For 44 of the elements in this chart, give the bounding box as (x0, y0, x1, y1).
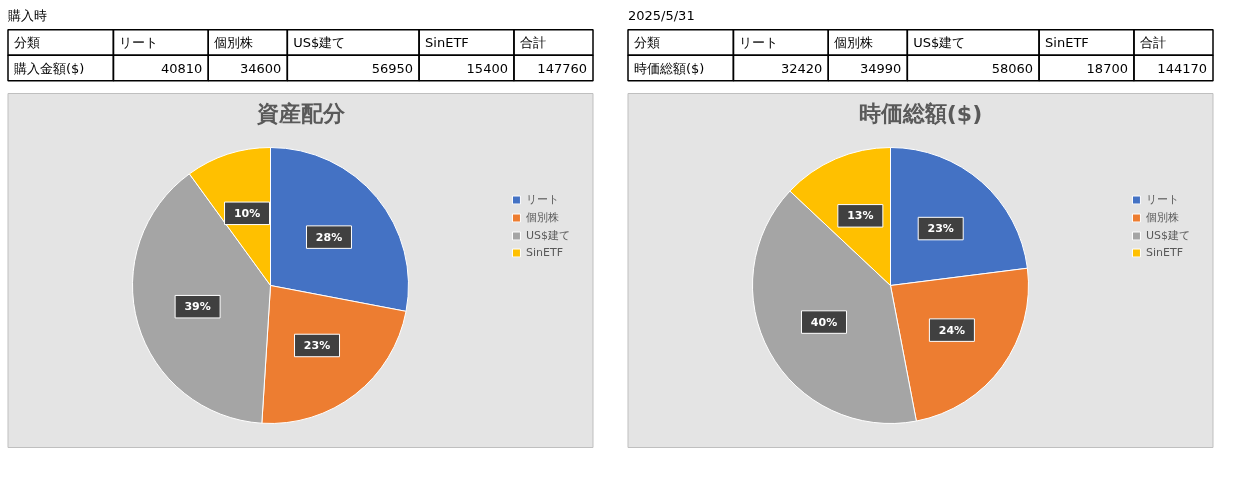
text: 147760 (537, 60, 588, 76)
text: US$建て (913, 35, 966, 50)
text: SinETF (425, 35, 469, 50)
data-label: 24% (938, 323, 966, 337)
legend-label: リート (1145, 191, 1179, 207)
data-label: 23% (927, 222, 954, 236)
legend-label: リート (525, 191, 559, 207)
text: 購入金額($) (14, 60, 85, 76)
data-label: 23% (303, 338, 331, 352)
text: US$建て (293, 35, 346, 50)
text: 18700 (1086, 60, 1128, 76)
chart-title: 資産配分 (255, 100, 346, 126)
data-label: 40% (810, 315, 838, 329)
legend-label: SinETF (525, 245, 563, 259)
text: 時価総額($) (634, 60, 705, 76)
legend-label: 個別株 (525, 209, 559, 225)
text: 個別株 (834, 35, 874, 50)
data-label: 13% (847, 209, 874, 223)
text: リート (119, 35, 159, 50)
text: 56950 (371, 60, 414, 76)
text: 34600 (239, 60, 282, 76)
text: 合計 (519, 35, 546, 50)
legend-label: US$建て (525, 227, 570, 243)
text: 個別株 (214, 35, 254, 50)
chart-title: 時価総額($) (858, 100, 983, 126)
legend-label: SinETF (1145, 245, 1183, 259)
text: 58060 (991, 60, 1034, 76)
text: SinETF (1045, 35, 1089, 50)
text: 購入時 (8, 8, 47, 23)
text: 15400 (466, 60, 508, 76)
legend-label: 個別株 (1145, 209, 1179, 225)
text: 分類 (14, 35, 40, 50)
text: 2025/5/31 (628, 8, 695, 23)
text: 144170 (1157, 60, 1208, 76)
text: 合計 (1139, 35, 1166, 50)
text: 分類 (634, 35, 660, 50)
text: 34990 (859, 60, 902, 76)
data-label: 10% (233, 206, 261, 220)
text: 32420 (780, 60, 823, 76)
legend-label: US$建て (1145, 227, 1190, 243)
data-label: 28% (315, 230, 343, 244)
text: 40810 (160, 60, 203, 76)
data-label: 39% (184, 300, 211, 314)
text: リート (739, 35, 779, 50)
